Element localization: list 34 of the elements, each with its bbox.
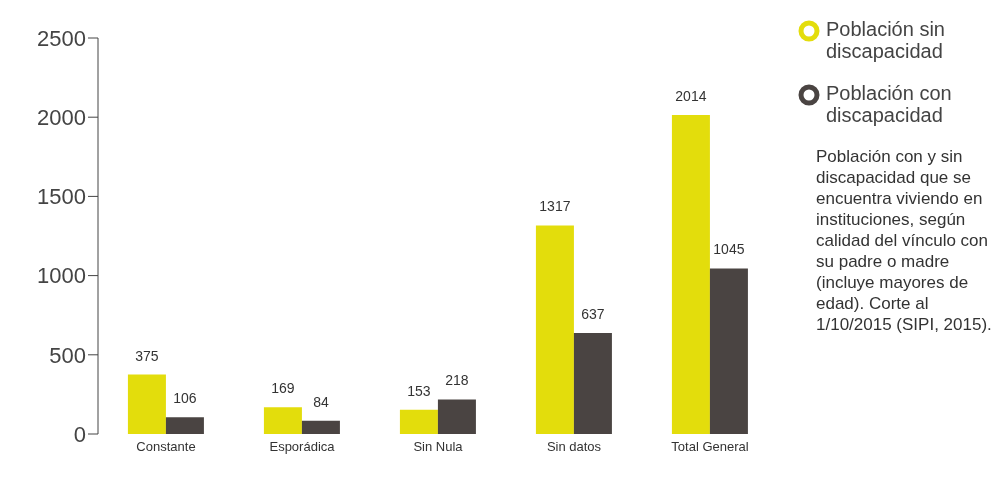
data-label: 169 bbox=[271, 380, 295, 397]
bar bbox=[573, 333, 612, 434]
bar bbox=[671, 114, 710, 434]
bar bbox=[301, 420, 340, 434]
x-tick-label: Total General bbox=[671, 439, 749, 455]
data-label: 1045 bbox=[713, 241, 745, 258]
y-tick-label: 1500 bbox=[37, 184, 86, 210]
y-tick-label: 2500 bbox=[37, 25, 86, 51]
bar bbox=[263, 407, 302, 434]
bar bbox=[535, 225, 574, 434]
data-label: 375 bbox=[135, 347, 159, 364]
data-label: 218 bbox=[445, 372, 469, 389]
y-tick-label: 500 bbox=[49, 342, 86, 368]
y-tick-label: 2000 bbox=[37, 105, 86, 131]
data-label: 106 bbox=[173, 390, 197, 407]
data-label: 1317 bbox=[539, 198, 571, 215]
bar bbox=[709, 268, 748, 434]
x-tick-label: Sin Nula bbox=[413, 439, 464, 455]
data-label: 84 bbox=[313, 393, 329, 410]
bar bbox=[127, 374, 166, 434]
x-tick-label: Sin datos bbox=[546, 439, 602, 455]
bar bbox=[399, 409, 438, 434]
legend-label: Población sin discapacidad bbox=[826, 18, 946, 62]
y-tick-label: 0 bbox=[73, 421, 86, 447]
x-tick-label: Esporádica bbox=[269, 439, 336, 455]
legend-label: Población con discapacidad bbox=[826, 82, 953, 126]
x-tick-label: Constante bbox=[136, 439, 196, 455]
data-label: 2014 bbox=[675, 87, 707, 104]
data-label: 637 bbox=[581, 306, 605, 323]
text: Población con y sin discapacidad que se encuentra viviendo en instituciones, según calidad del vínculo con su padre o madre (incluye mayores de edad). Corte al 1/10/2015 (SIPI, 2015). bbox=[816, 147, 992, 334]
bar bbox=[437, 399, 476, 434]
bar bbox=[165, 417, 204, 434]
data-label: 153 bbox=[407, 382, 431, 399]
y-tick-label: 1000 bbox=[37, 263, 86, 289]
